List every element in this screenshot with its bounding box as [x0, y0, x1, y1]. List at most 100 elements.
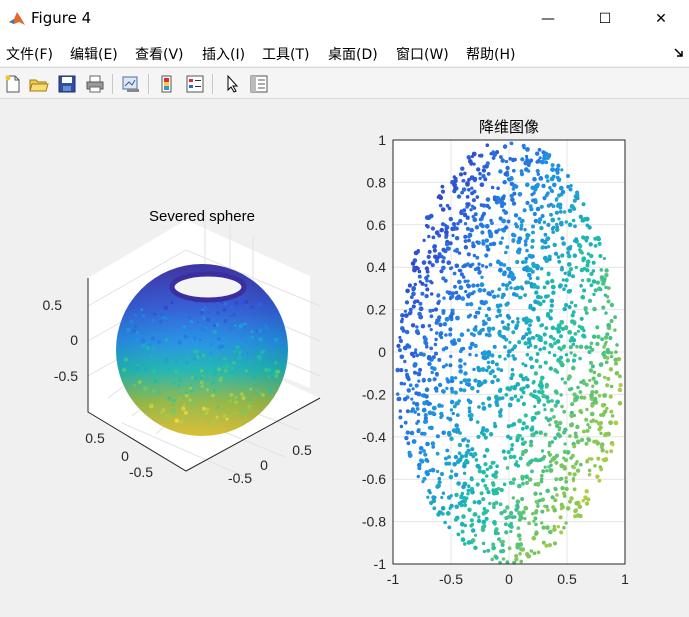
scatter-point: [434, 351, 438, 356]
scatter-point: [485, 486, 489, 491]
scatter-point: [510, 347, 515, 352]
toolbar: [0, 67, 689, 99]
menu-help[interactable]: 帮助(H): [466, 47, 516, 63]
scatter-point: [597, 286, 602, 291]
insert-legend-icon[interactable]: [184, 73, 206, 95]
scatter-point: [593, 236, 598, 241]
scatter-point: [433, 495, 437, 500]
scatter-point: [529, 392, 534, 397]
menu-edit[interactable]: 编辑(E): [70, 47, 118, 63]
scatter-point: [569, 204, 575, 209]
scatter-point: [437, 480, 442, 485]
scatter-point: [531, 381, 535, 385]
scatter-point: [403, 309, 407, 313]
scatter-point: [444, 456, 448, 461]
scatter-point: [537, 148, 542, 152]
scatter-point: [461, 264, 466, 269]
scatter-point: [533, 218, 539, 224]
scatter-point: [461, 484, 466, 490]
new-figure-icon[interactable]: [2, 73, 24, 95]
link-plot-icon[interactable]: [120, 73, 142, 95]
scatter-point: [444, 235, 448, 240]
sphere-point: [164, 334, 167, 337]
scatter-point: [435, 469, 440, 474]
menu-file[interactable]: 文件(F): [6, 47, 53, 63]
scatter-point: [502, 482, 507, 487]
scatter-point: [551, 230, 556, 235]
scatter-point: [500, 295, 504, 300]
dock-arrow-icon[interactable]: [673, 46, 685, 58]
pointer-icon[interactable]: [222, 73, 244, 95]
scatter-point: [463, 523, 468, 528]
save-icon[interactable]: [56, 73, 78, 95]
scatter-point: [423, 419, 429, 424]
sphere-point: [183, 403, 186, 406]
scatter-point: [486, 365, 491, 370]
maximize-button[interactable]: ☐: [575, 0, 635, 38]
scatter-point: [417, 269, 422, 274]
scatter-point: [541, 525, 546, 530]
scatter-point: [524, 341, 529, 346]
scatter-point: [576, 385, 580, 390]
scatter-point: [507, 546, 512, 551]
scatter-point: [550, 325, 556, 331]
scatter-point: [404, 435, 409, 441]
sphere-point: [245, 304, 249, 308]
scatter-point: [557, 420, 563, 426]
scatter-point: [513, 286, 517, 291]
sphere-axes[interactable]: 0.5 0 -0.5 0.5 0 -0.5 0 0.5 -0.5 Severed…: [43, 208, 321, 486]
scatter-point: [578, 513, 583, 519]
scatter-point: [509, 396, 514, 401]
scatter-point: [465, 181, 470, 186]
scatter-point: [567, 272, 572, 277]
print-icon[interactable]: [84, 73, 106, 95]
scatter-point: [503, 456, 508, 461]
scatter-point: [478, 171, 482, 176]
scatter-point: [486, 172, 491, 176]
scatter-point: [438, 203, 443, 208]
menu-tools[interactable]: 工具(T): [262, 47, 310, 63]
sphere-point: [177, 383, 181, 388]
scatter-point: [440, 189, 446, 194]
sphere-point: [202, 351, 205, 354]
scatter-point: [512, 233, 517, 238]
sphere-point: [188, 398, 192, 402]
close-button[interactable]: ✕: [633, 0, 689, 38]
menu-view[interactable]: 查看(V): [135, 47, 184, 63]
menu-window[interactable]: 窗口(W): [396, 47, 449, 63]
scatter-point: [515, 382, 521, 387]
scatter-point: [553, 403, 558, 408]
property-inspector-icon[interactable]: [248, 73, 270, 95]
scatter-point: [580, 437, 585, 442]
scatter-point: [412, 354, 416, 359]
scatter-point: [404, 368, 408, 373]
scatter-point: [567, 305, 572, 309]
menu-insert[interactable]: 插入(I): [202, 47, 246, 63]
scatter-point: [463, 212, 467, 216]
menu-desktop[interactable]: 桌面(D): [328, 47, 378, 63]
y-tick-label: -0.8: [362, 514, 386, 530]
sphere-point: [170, 301, 174, 305]
scatter-point: [552, 337, 556, 341]
scatter-point: [519, 169, 524, 174]
open-file-icon[interactable]: [28, 73, 50, 95]
minimize-button[interactable]: —: [518, 0, 578, 38]
scatter-point: [435, 434, 440, 439]
insert-colorbar-icon[interactable]: [156, 73, 178, 95]
scatter-point: [579, 325, 585, 331]
scatter-point: [482, 288, 487, 293]
sphere-point: [243, 385, 246, 388]
scatter-point: [458, 172, 464, 177]
embedding-axes[interactable]: 10.80.60.40.20-0.2-0.4-0.6-0.8-1 -1 -0.5 0…: [362, 119, 629, 587]
sphere-point: [133, 336, 138, 341]
scatter-point: [555, 493, 559, 497]
scatter-point: [608, 420, 613, 426]
sphere-point: [189, 386, 193, 390]
scatter-point: [578, 244, 583, 249]
scatter-point: [560, 253, 565, 258]
sphere-point: [140, 338, 146, 343]
scatter-point: [434, 259, 440, 264]
sphere-point: [234, 400, 239, 405]
sphere-point: [234, 301, 239, 306]
scatter-point: [509, 529, 513, 534]
